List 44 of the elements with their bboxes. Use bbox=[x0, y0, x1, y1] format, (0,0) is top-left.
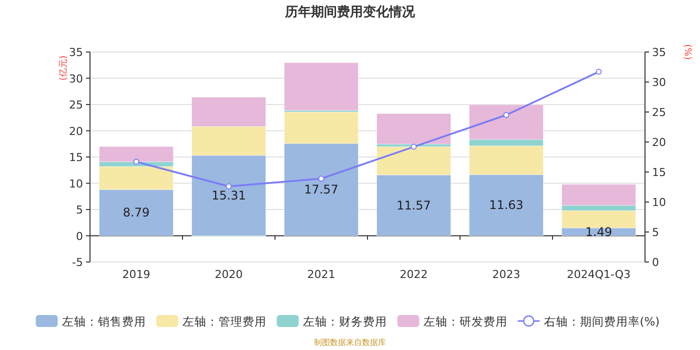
x-tick-label: 2019 bbox=[122, 268, 150, 281]
legend-label: 左轴：研发费用 bbox=[423, 314, 508, 328]
data-label: 1.49 bbox=[585, 224, 612, 239]
point bbox=[410, 144, 417, 150]
y2-tick-label: 5 bbox=[652, 226, 659, 239]
x-tick-label: 2023 bbox=[492, 268, 520, 281]
legend-label: 左轴：销售费用 bbox=[62, 314, 146, 328]
data-label: 11.57 bbox=[396, 198, 431, 212]
point bbox=[318, 176, 324, 182]
y2-tick-label: 15 bbox=[652, 166, 666, 179]
y-tick-label: 30 bbox=[69, 72, 83, 86]
data-label: 15.31 bbox=[212, 188, 246, 203]
y-tick-label: 10 bbox=[69, 177, 83, 190]
x-tick-label: 2024Q1-Q3 bbox=[566, 268, 631, 281]
legend-label: 右轴：期间费用率(%) bbox=[544, 314, 660, 328]
y2-tick-label: 35 bbox=[652, 46, 666, 59]
y-tick-label: 25 bbox=[69, 98, 83, 112]
y2-tick-label: 25 bbox=[652, 106, 666, 119]
x-tick-label: 2022 bbox=[400, 268, 428, 281]
y2-tick-label: 10 bbox=[652, 196, 666, 209]
y-tick-label: 5 bbox=[76, 204, 83, 216]
y-tick-label: 20 bbox=[69, 124, 83, 138]
y-tick-label: 0 bbox=[76, 230, 83, 243]
x-tick-label: 2021 bbox=[307, 268, 336, 281]
point bbox=[596, 68, 602, 75]
point bbox=[226, 183, 232, 190]
legend-label: 左轴：财务费用 bbox=[302, 314, 387, 328]
x-tick-label: 2020 bbox=[214, 268, 243, 281]
y2-tick-label: 30 bbox=[652, 76, 666, 89]
point bbox=[503, 112, 510, 118]
y2-tick-label: 20 bbox=[652, 136, 666, 149]
text: 制图数据来自数据库 bbox=[314, 338, 386, 347]
y2-tick-label: 0 bbox=[652, 256, 659, 269]
y-tick-label: 35 bbox=[69, 46, 83, 59]
y-axis-title: (亿元) bbox=[58, 55, 69, 81]
data-label: 11.63 bbox=[489, 198, 524, 212]
data-label: 8.79 bbox=[122, 206, 150, 220]
chart-title: 历年期间费用变化情况 bbox=[284, 4, 416, 20]
y-tick-label: 15 bbox=[69, 151, 83, 164]
legend-label: 左轴：管理费用 bbox=[182, 314, 266, 328]
data-label: 17.57 bbox=[304, 182, 338, 197]
y2-axis-title: (%) bbox=[682, 44, 692, 60]
point bbox=[133, 158, 140, 165]
y-tick-label: -5 bbox=[72, 256, 83, 269]
